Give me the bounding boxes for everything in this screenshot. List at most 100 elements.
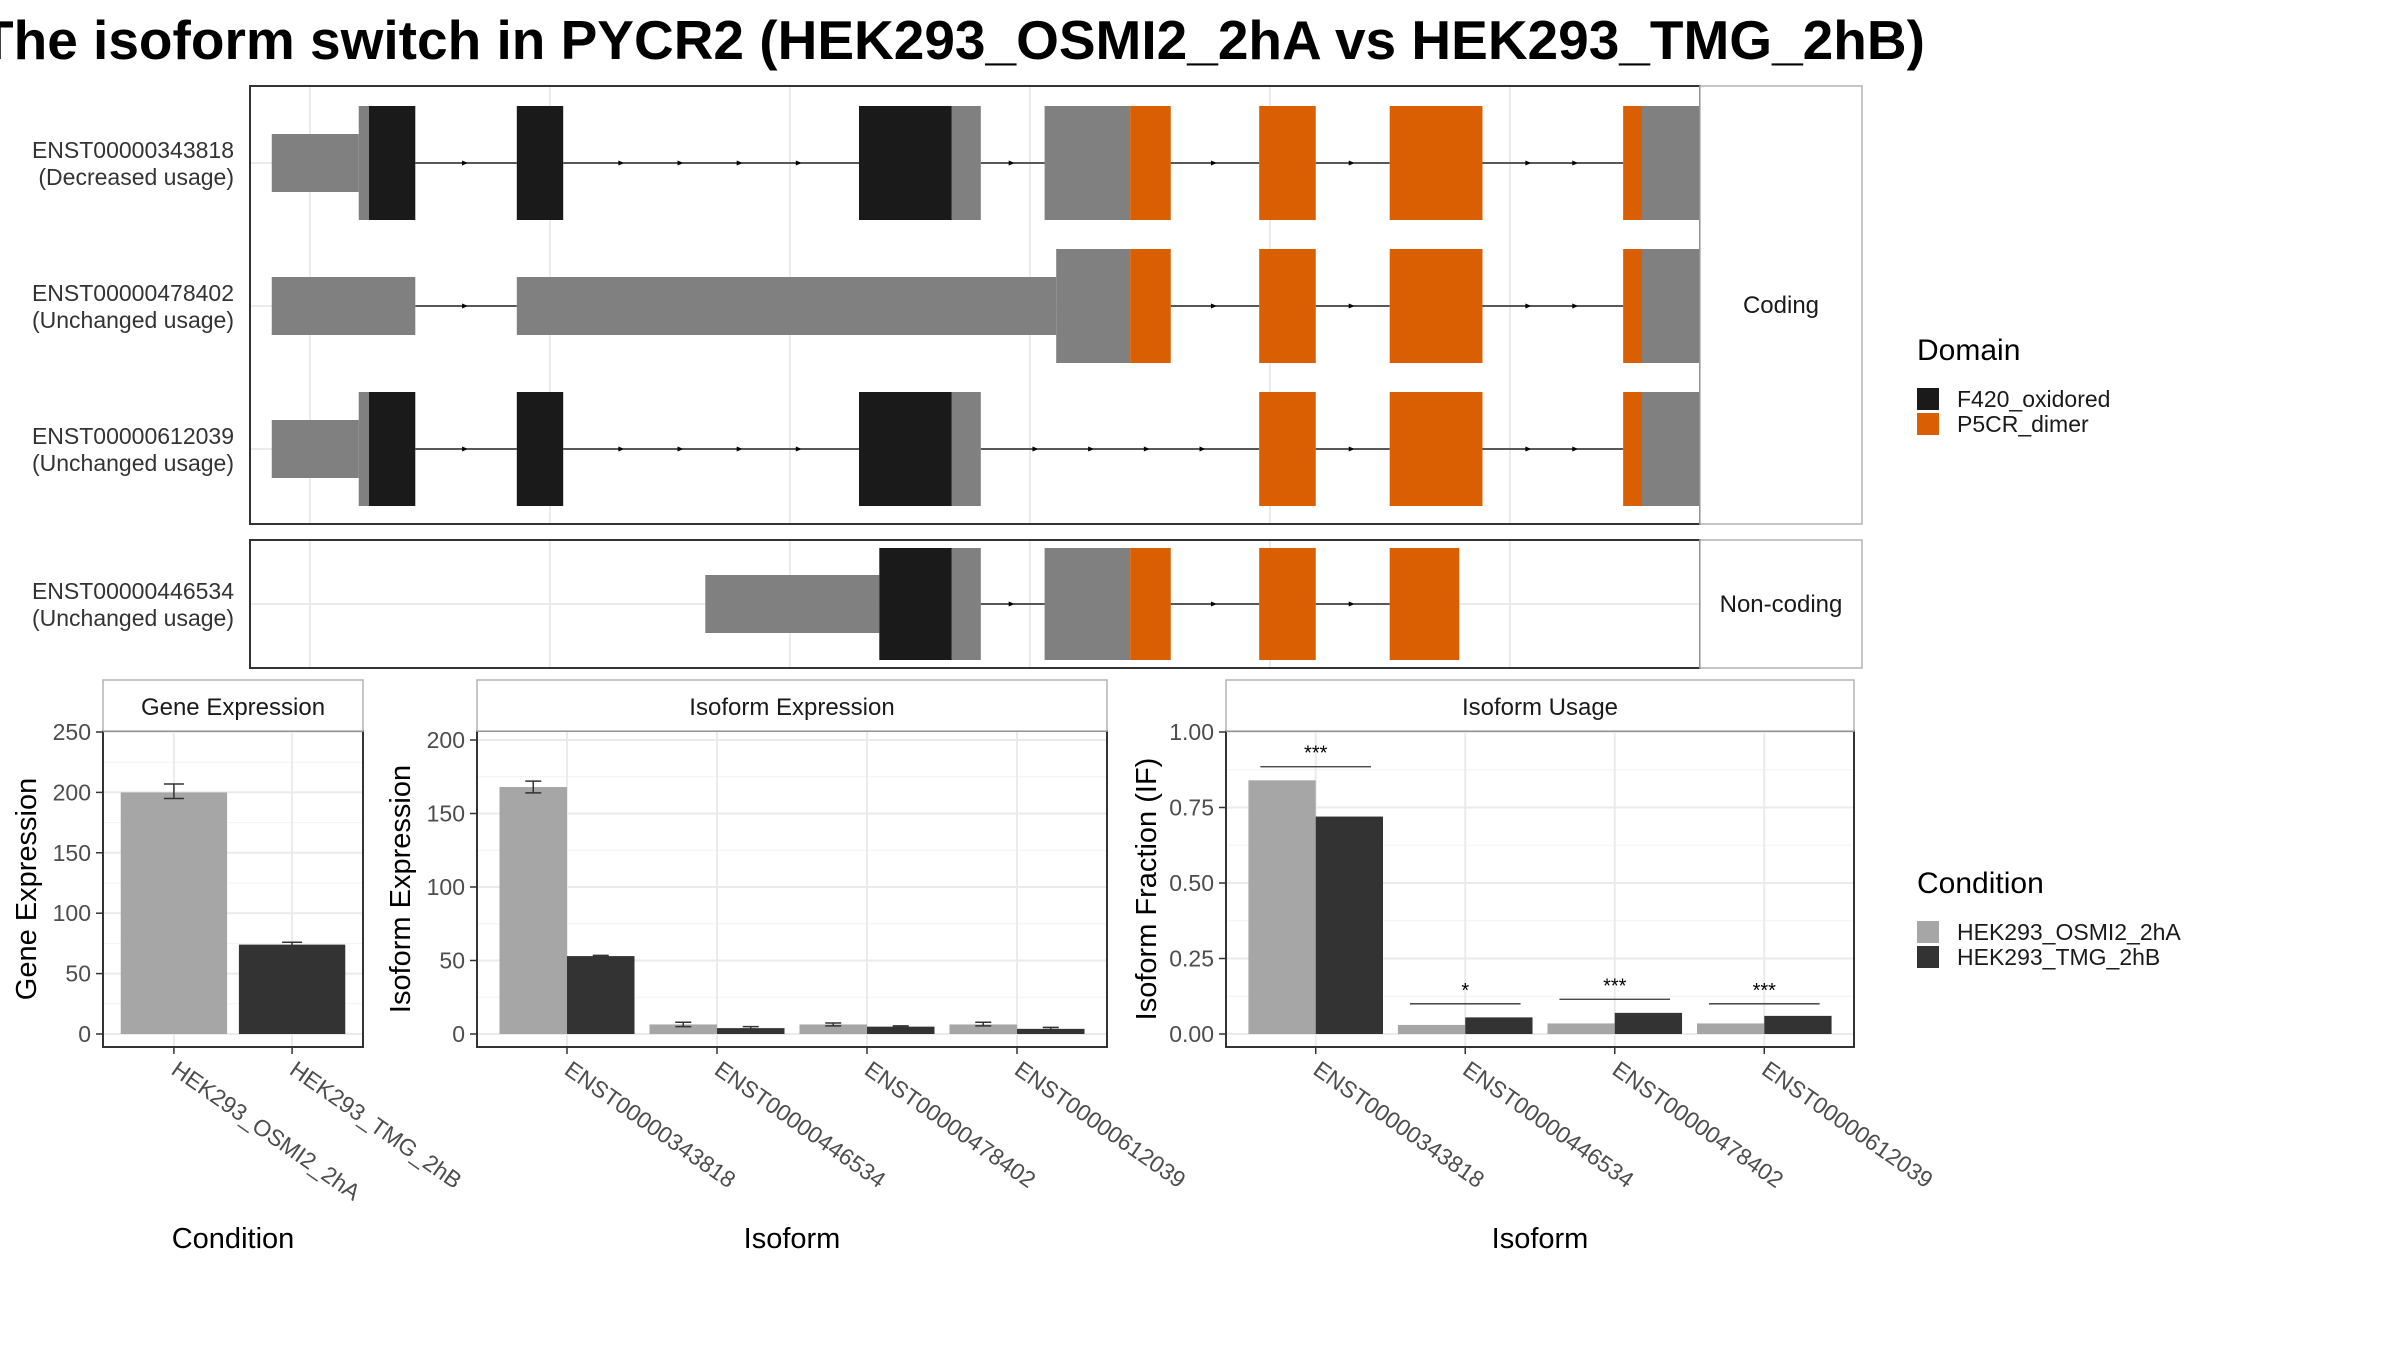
bar	[1614, 1012, 1683, 1034]
intron-arrow	[618, 160, 625, 166]
intron-arrow	[1210, 601, 1217, 607]
y-tick-label: 100	[53, 900, 91, 926]
y-tick-label: 0.75	[1169, 795, 1214, 821]
facet-strip	[1699, 85, 1863, 525]
exon-segment	[1044, 548, 1131, 660]
x-axis-title: Isoform	[744, 1223, 841, 1255]
y-tick-label: 150	[427, 801, 465, 827]
intron-arrow	[736, 160, 743, 166]
exon-segment	[1259, 548, 1316, 660]
exon-segment	[368, 392, 416, 506]
significance-label: *	[1461, 980, 1469, 1002]
exon-segment	[1259, 249, 1316, 363]
isoform-track	[705, 548, 1460, 660]
bar	[1248, 780, 1316, 1034]
intron-arrow	[795, 160, 802, 166]
panel-strip	[1225, 679, 1855, 732]
isoform-label: ENST00000446534	[32, 578, 234, 604]
isoform-usage-label: (Unchanged usage)	[32, 450, 234, 476]
exon-segment	[271, 277, 416, 335]
intron-arrow	[1348, 303, 1355, 309]
significance-label: ***	[1753, 980, 1777, 1002]
exon-segment	[1056, 249, 1131, 363]
exon-segment	[1130, 548, 1171, 660]
legend-key	[1917, 946, 1939, 968]
facet-strip	[1699, 539, 1863, 669]
bar	[867, 1026, 935, 1034]
isoform-usage-label: (Unchanged usage)	[32, 307, 234, 333]
intron-arrow	[677, 160, 684, 166]
legend-label: HEK293_OSMI2_2hA	[1957, 919, 2181, 945]
isoform-label: ENST00000478402	[32, 280, 234, 306]
intron-arrow	[1143, 446, 1150, 452]
exon-segment	[1130, 249, 1171, 363]
bar	[499, 787, 567, 1034]
bar-panel: **** *** ***Isoform Usage0.000.250.500.751…	[1131, 679, 1938, 1255]
isoform-label: ENST00000343818	[32, 137, 234, 163]
legend-title: Domain	[1917, 334, 2020, 367]
intron-arrow	[1525, 446, 1532, 452]
intron-arrow	[1032, 446, 1039, 452]
exon-segment	[1389, 106, 1483, 220]
legend-key	[1917, 921, 1939, 943]
bar	[799, 1024, 867, 1034]
intron-arrow	[1199, 446, 1206, 452]
bar	[1465, 1017, 1533, 1034]
y-axis-title: Isoform Fraction (IF)	[1131, 758, 1163, 1021]
structure-facet: ENST00000446534(Unchanged usage) Non-codi…	[32, 539, 1863, 669]
y-tick-label: 0.00	[1169, 1021, 1214, 1047]
intron-arrow	[1348, 160, 1355, 166]
intron-arrow	[1210, 303, 1217, 309]
exon-segment	[705, 575, 880, 633]
y-tick-label: 200	[53, 779, 91, 805]
isoform-label: ENST00000612039	[32, 423, 234, 449]
exon-segment	[516, 392, 564, 506]
y-tick-label: 50	[439, 948, 465, 974]
exon-segment	[1389, 249, 1483, 363]
exon-segment	[1259, 106, 1316, 220]
bar	[717, 1028, 785, 1034]
y-tick-label: 100	[427, 874, 465, 900]
panel-title: Gene Expression	[141, 694, 325, 721]
legend-key	[1917, 388, 1939, 410]
panel-strip	[102, 679, 364, 732]
exon-segment	[1044, 106, 1131, 220]
y-tick-label: 0.50	[1169, 870, 1214, 896]
exon-segment	[1130, 106, 1171, 220]
isoform-usage-label: (Unchanged usage)	[32, 605, 234, 631]
y-tick-label: 1.00	[1169, 719, 1214, 745]
bar	[649, 1024, 717, 1034]
panel-title: Isoform Usage	[1462, 694, 1618, 721]
figure-title: The isoform switch in PYCR2 (HEK293_OSMI…	[0, 9, 1925, 71]
intron-arrow	[462, 446, 469, 452]
bar	[949, 1024, 1017, 1034]
y-axis-title: Gene Expression	[11, 778, 43, 1000]
y-tick-label: 0	[78, 1021, 91, 1047]
intron-arrow	[618, 446, 625, 452]
legend-title: Condition	[1917, 867, 2044, 900]
y-tick-label: 0	[452, 1021, 465, 1047]
intron-arrow	[1525, 160, 1532, 166]
y-tick-label: 250	[53, 719, 91, 745]
exon-segment	[1623, 392, 1642, 506]
legend-label: F420_oxidored	[1957, 386, 2110, 412]
exon-segment	[1389, 392, 1483, 506]
significance-label: ***	[1603, 975, 1627, 997]
x-axis-title: Condition	[172, 1223, 295, 1255]
y-tick-label: 0.25	[1169, 946, 1214, 972]
exon-segment	[516, 277, 1057, 335]
bar	[120, 792, 228, 1034]
isoform-usage-label: (Decreased usage)	[38, 164, 234, 190]
exon-segment	[271, 134, 359, 192]
y-tick-label: 150	[53, 840, 91, 866]
intron-arrow	[462, 303, 469, 309]
exon-segment	[951, 106, 981, 220]
bar	[1764, 1015, 1832, 1034]
bar-panel: Isoform Expression050100150200ENST000003…	[385, 679, 1191, 1255]
exon-segment	[368, 106, 416, 220]
exon-segment	[271, 420, 359, 478]
bar	[1697, 1023, 1765, 1034]
